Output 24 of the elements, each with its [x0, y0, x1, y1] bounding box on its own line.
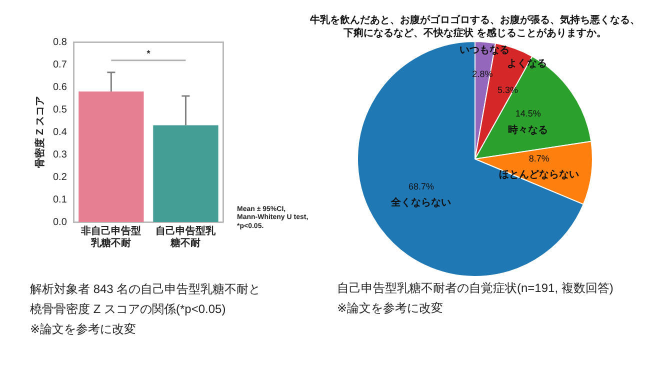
x-tick-label: 非自己申告型乳糖不耐 — [80, 224, 142, 249]
y-tick-label: 0.3 — [52, 149, 68, 160]
y-tick-label: 0.4 — [52, 126, 68, 138]
y-tick-label: 0.0 — [52, 216, 68, 228]
data-label: 68.7% — [408, 181, 434, 192]
data-label: 14.5% — [515, 108, 541, 119]
text: 解析対象者 843 名の自己申告型乳糖不耐と橈骨骨密度 Z スコアの関係(*p<0.05) — [30, 281, 262, 318]
slice-label: 全くならない — [390, 196, 452, 209]
y-tick-label: 0.2 — [52, 172, 68, 183]
annotation: * — [146, 48, 151, 58]
text: ※論文を参考に改変 — [30, 321, 136, 338]
y-tick-label: 0.8 — [52, 36, 68, 48]
y-tick-label: 0.1 — [52, 194, 68, 206]
y-tick-label: 0.5 — [52, 104, 68, 116]
y-tick-label: 0.7 — [52, 59, 68, 70]
chart-title: 牛乳を飲んだあと、お腹がゴロゴロする、お腹が張る、気持ち悪くなる、下痢になるなど、不快な症状 を感じることがありますか。 — [309, 15, 641, 40]
text: 自己申告型乳糖不耐者の自覚症状(n=191, 複数回答) — [337, 280, 614, 297]
slice-label: 時々なる — [508, 124, 548, 136]
text: ※論文を参考に改変 — [337, 300, 444, 317]
slice-label: ほとんどならない — [499, 170, 580, 181]
x-tick-label: 自己申告型乳糖不耐 — [156, 224, 217, 249]
y-axis-title: 骨密度 Z スコア — [34, 96, 46, 168]
y-tick-label: 0.6 — [52, 82, 68, 93]
data-label: 8.7% — [528, 153, 550, 164]
